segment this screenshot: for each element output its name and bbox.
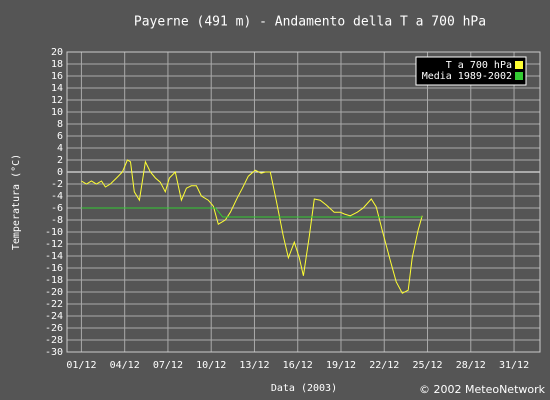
plot-frame	[66, 51, 541, 353]
y-tick-label: 0	[57, 167, 63, 178]
data-line	[81, 207, 423, 218]
legend-swatch	[515, 72, 523, 80]
x-axis-label: Data (2003)	[271, 383, 337, 394]
y-tick-label: 12	[51, 95, 63, 106]
y-tick-label: 4	[57, 143, 63, 154]
y-tick-label: -14	[45, 251, 63, 262]
chart-title: Payerne (491 m) - Andamento della T a 70…	[134, 15, 486, 30]
y-tick-label: -10	[45, 227, 63, 238]
legend-label: T a 700 hPa	[446, 60, 512, 71]
y-tick-label: -28	[45, 335, 63, 346]
x-tick-label: 07/12	[153, 360, 183, 371]
y-tick-label: 18	[51, 59, 63, 70]
y-tick-label: -20	[45, 287, 63, 298]
y-tick-label: -12	[45, 239, 63, 250]
y-tick-label: -4	[51, 191, 63, 202]
x-tick-label: 19/12	[326, 360, 356, 371]
y-tick-label: -30	[45, 347, 63, 358]
y-tick-label: -16	[45, 263, 63, 274]
x-tick-label: 01/12	[66, 360, 96, 371]
x-tick-label: 16/12	[283, 360, 313, 371]
legend-swatch	[515, 61, 523, 69]
credit: © 2002 MeteoNetwork	[419, 383, 546, 396]
x-tick-label: 22/12	[369, 360, 399, 371]
y-tick-label: -22	[45, 299, 63, 310]
y-tick-label: -6	[51, 203, 63, 214]
y-tick-label: -26	[45, 323, 63, 334]
x-tick-label: 25/12	[412, 360, 442, 371]
x-tick-label: 10/12	[196, 360, 226, 371]
y-tick-label: -24	[45, 311, 63, 322]
y-tick-label: -8	[51, 215, 63, 226]
y-tick-label: 10	[51, 107, 63, 118]
legend-label: Media 1989-2002	[422, 71, 512, 82]
x-tick-label: 13/12	[239, 360, 269, 371]
y-tick-label: -2	[51, 179, 63, 190]
y-tick-label: 2	[57, 155, 63, 166]
data-line	[81, 159, 423, 294]
y-tick-label: -18	[45, 275, 63, 286]
y-tick-label: 6	[57, 131, 63, 142]
y-tick-label: 14	[51, 83, 63, 94]
y-axis-label: Temperatura (°C)	[11, 154, 22, 250]
x-tick-label: 31/12	[499, 360, 529, 371]
legend-box	[415, 56, 527, 86]
y-tick-label: 8	[57, 119, 63, 130]
x-tick-label: 04/12	[110, 360, 140, 371]
y-tick-label: 16	[51, 71, 63, 82]
y-tick-label: 20	[51, 47, 63, 58]
x-tick-label: 28/12	[456, 360, 486, 371]
